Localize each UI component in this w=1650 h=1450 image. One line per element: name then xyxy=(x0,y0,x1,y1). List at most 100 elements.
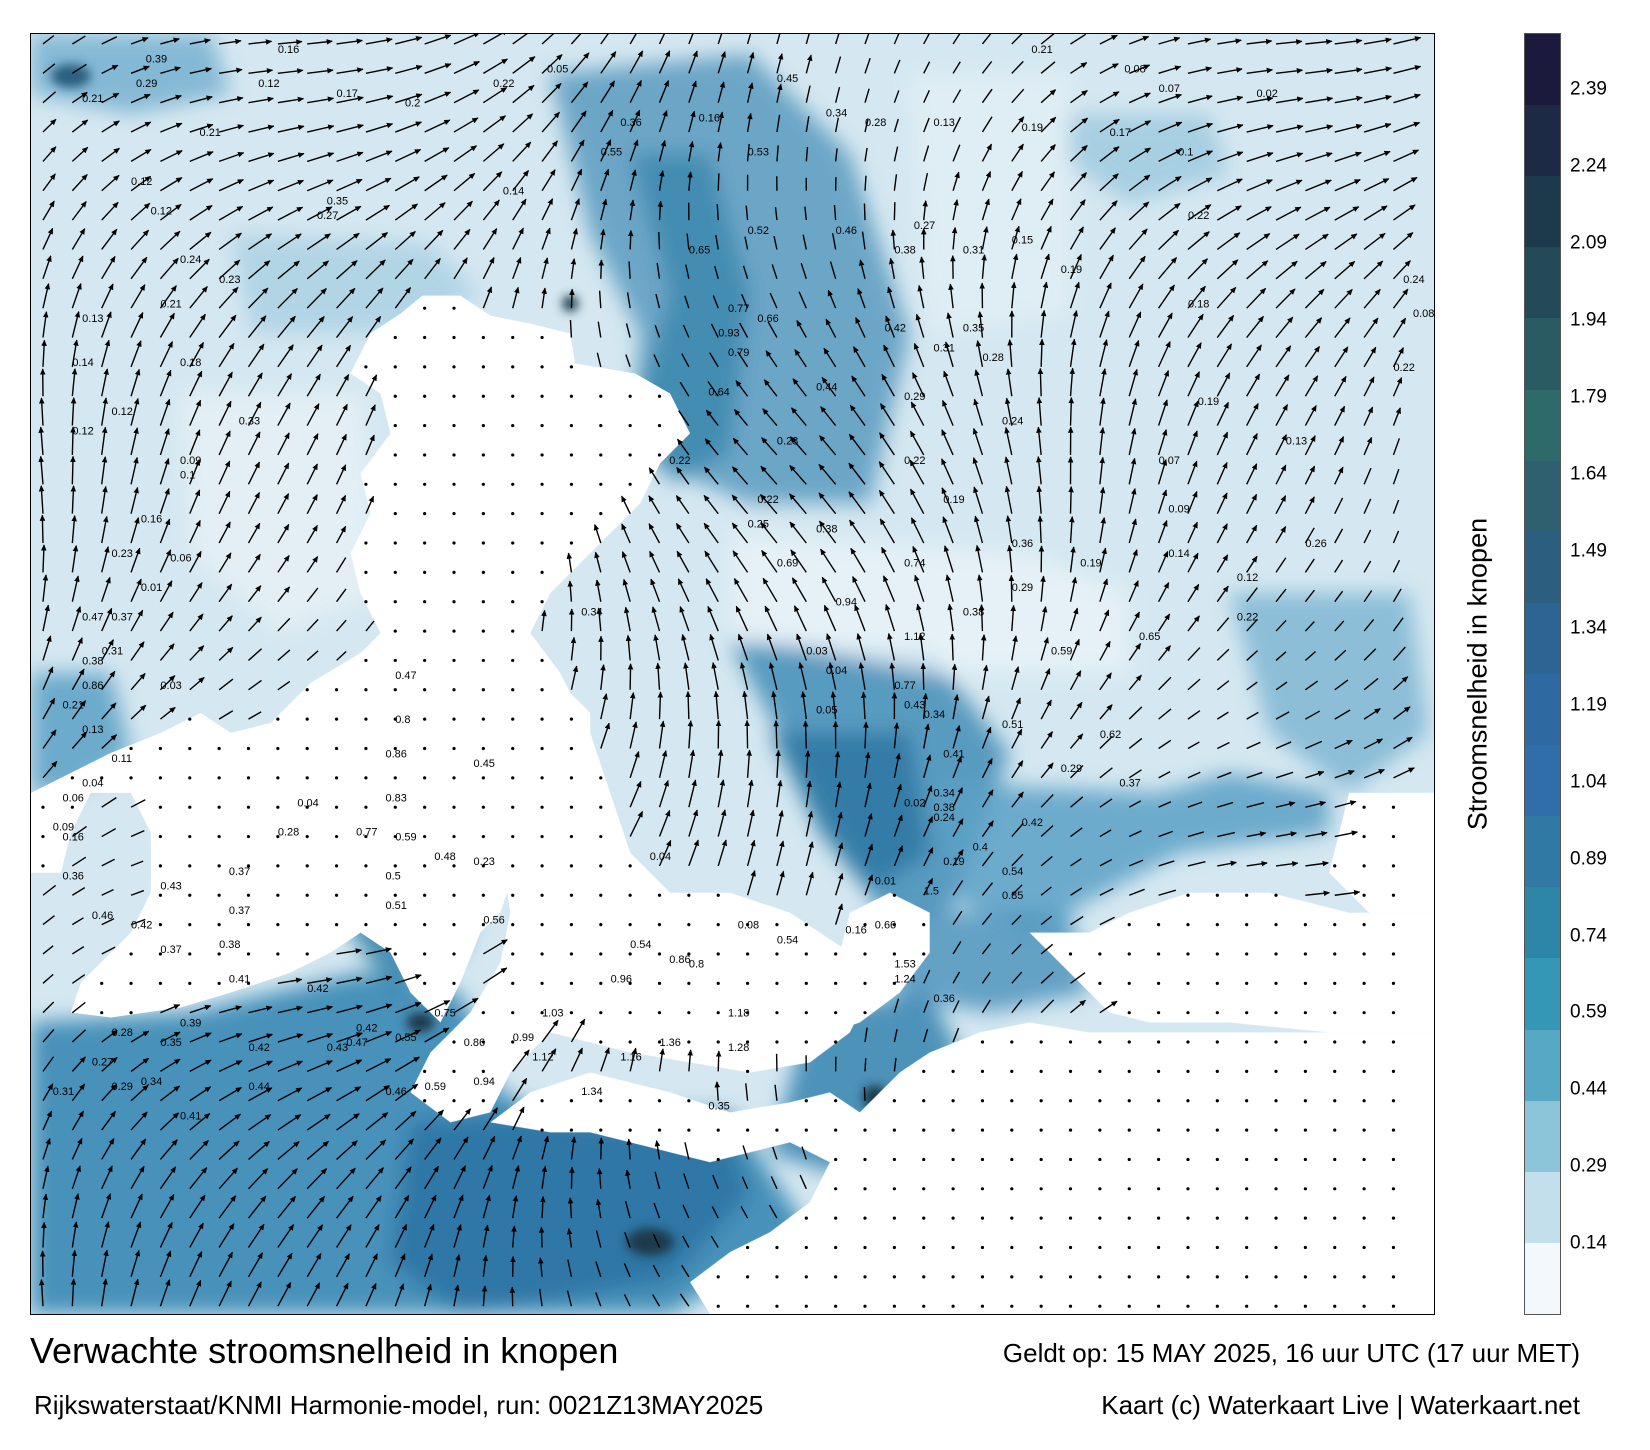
current-arrow xyxy=(981,999,991,1014)
speed-label: 0.22 xyxy=(904,455,925,467)
grid-dot xyxy=(511,746,515,751)
grid-dot xyxy=(745,981,750,985)
current-arrow xyxy=(1128,201,1150,221)
current-arrow xyxy=(981,143,993,162)
grid-dot xyxy=(1010,1187,1014,1191)
current-arrow xyxy=(1099,310,1110,338)
current-arrow xyxy=(864,812,873,837)
current-arrow xyxy=(863,1087,866,1101)
speed-label: 0.79 xyxy=(728,347,749,359)
speed-label: 0.37 xyxy=(229,866,250,878)
current-arrow xyxy=(1040,668,1051,691)
colorbar-tick: 0.44 xyxy=(1570,1078,1607,1100)
current-arrow xyxy=(952,1000,960,1013)
grid-dot xyxy=(1391,1011,1396,1015)
grid-dot xyxy=(1391,1216,1396,1220)
speed-label: 0.37 xyxy=(229,905,250,917)
grid-dot xyxy=(657,893,662,897)
speed-label: 0.08 xyxy=(738,920,759,932)
grid-dot xyxy=(687,893,691,897)
current-arrow xyxy=(248,39,273,45)
current-arrow xyxy=(101,515,109,544)
current-arrow xyxy=(482,199,500,221)
grid-dot xyxy=(276,864,280,868)
current-arrow xyxy=(944,341,954,368)
grid-dot xyxy=(1245,1099,1249,1103)
speed-label: 0.59 xyxy=(395,832,416,844)
current-arrow xyxy=(629,721,638,749)
grid-dot xyxy=(158,776,163,780)
colorbar-segment xyxy=(1525,1171,1560,1243)
current-arrow xyxy=(952,694,960,720)
current-arrow xyxy=(854,604,866,632)
grid-dot xyxy=(1274,1040,1278,1044)
current-arrow xyxy=(952,910,963,925)
current-arrow xyxy=(159,285,177,309)
current-arrow xyxy=(885,603,896,632)
speed-label: 0.77 xyxy=(894,680,915,692)
current-arrow xyxy=(365,1195,382,1219)
grid-dot xyxy=(1362,1157,1366,1162)
current-arrow xyxy=(453,1165,466,1190)
current-arrow xyxy=(335,1253,350,1278)
grid-dot xyxy=(452,688,456,692)
current-arrow xyxy=(887,632,896,661)
current-arrow xyxy=(826,633,837,661)
current-arrow xyxy=(978,604,985,632)
speed-label: 0.07 xyxy=(1159,83,1180,95)
speed-label: 0.14 xyxy=(1168,548,1189,560)
grid-dot xyxy=(423,805,427,809)
grid-dot xyxy=(1098,1187,1102,1191)
grid-dot xyxy=(423,717,427,721)
current-arrow xyxy=(365,204,390,221)
current-arrow xyxy=(538,1257,544,1277)
grid-dot xyxy=(1215,1069,1219,1073)
current-arrow xyxy=(910,517,925,544)
current-arrow xyxy=(703,466,719,485)
grid-dot xyxy=(100,981,104,985)
grid-dot xyxy=(364,923,368,927)
current-arrow xyxy=(160,150,183,163)
current-arrow xyxy=(858,662,866,690)
current-arrow xyxy=(864,874,874,896)
current-arrow xyxy=(159,580,173,603)
current-arrow xyxy=(595,579,602,602)
current-arrow xyxy=(218,1113,242,1131)
current-arrow xyxy=(1040,999,1055,1014)
current-arrow xyxy=(864,843,874,867)
current-arrow xyxy=(336,232,360,251)
current-arrow xyxy=(1070,796,1084,808)
current-arrow xyxy=(423,1253,433,1278)
current-arrow xyxy=(541,140,558,162)
grid-dot xyxy=(540,776,544,780)
grid-dot xyxy=(511,893,515,897)
current-arrow xyxy=(852,575,866,603)
current-arrow xyxy=(159,706,176,720)
current-arrow xyxy=(394,1283,405,1307)
current-arrow xyxy=(789,493,807,515)
grid-dot xyxy=(305,952,309,956)
current-arrow xyxy=(423,1283,432,1307)
speed-label: 0.34 xyxy=(924,709,945,721)
current-arrow xyxy=(453,1223,462,1248)
current-arrow xyxy=(1069,172,1087,192)
current-arrow xyxy=(512,84,535,104)
current-arrow xyxy=(711,662,719,690)
grid-dot xyxy=(1156,981,1161,985)
current-arrow xyxy=(218,205,244,221)
current-arrow xyxy=(277,1195,296,1219)
current-arrow xyxy=(1010,604,1017,632)
grid-dot xyxy=(1098,1157,1102,1162)
current-arrow xyxy=(658,80,670,103)
speed-label: 0.22 xyxy=(1393,362,1414,374)
current-arrow xyxy=(879,518,895,544)
current-arrow xyxy=(1040,253,1050,280)
grid-dot xyxy=(423,688,427,692)
current-arrow xyxy=(482,1194,491,1219)
grid-dot xyxy=(481,1099,485,1103)
grid-dot xyxy=(1098,1069,1102,1073)
current-arrow xyxy=(1128,398,1138,426)
current-arrow xyxy=(1157,340,1171,368)
grid-dot xyxy=(775,1245,779,1250)
grid-dot xyxy=(423,423,427,428)
